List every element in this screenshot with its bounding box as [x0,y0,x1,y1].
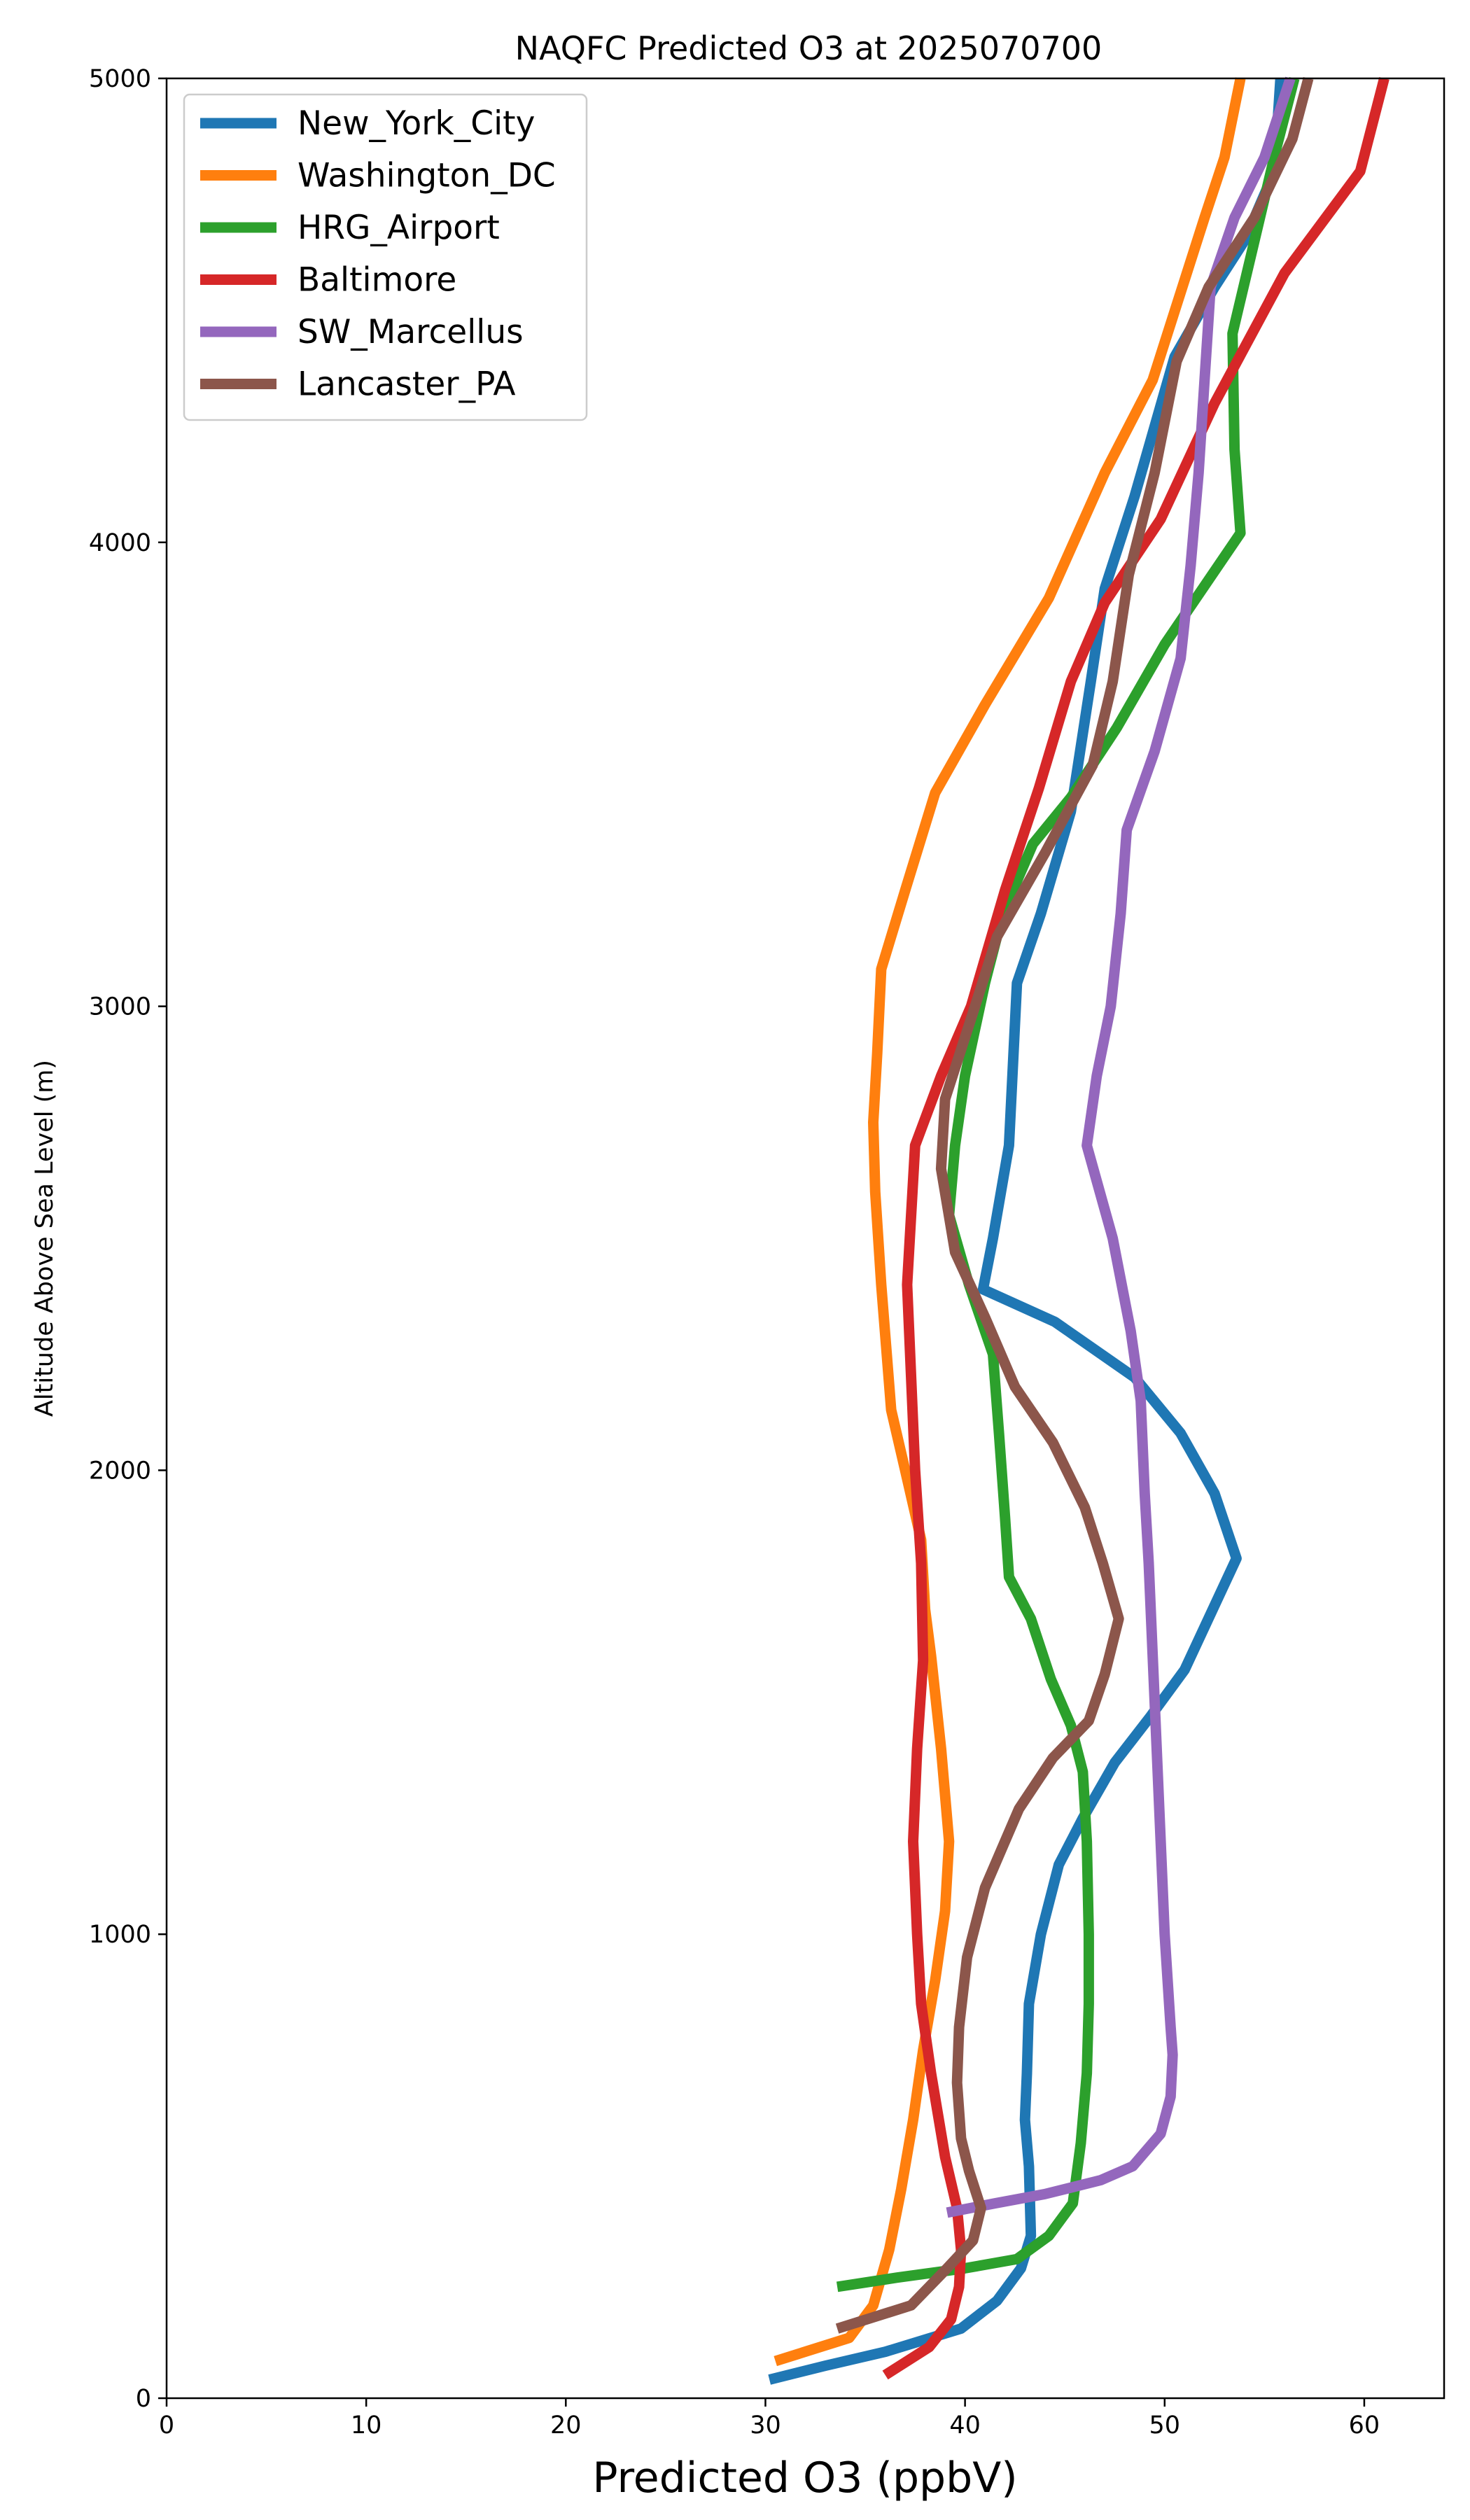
x-tick-label: 20 [550,2412,582,2440]
legend-label: Washington_DC [298,157,556,195]
y-tick-label: 5000 [89,65,151,93]
x-tick-label: 40 [949,2412,981,2440]
chart-title: NAQFC Predicted O3 at 2025070700 [515,29,1102,67]
x-tick-label: 50 [1149,2412,1181,2440]
x-tick-label: 60 [1349,2412,1380,2440]
series-line [946,76,1296,2218]
series-line [882,77,1390,2380]
y-tick-label: 4000 [89,529,151,557]
y-tick-label: 2000 [89,1457,151,1485]
y-tick-label: 0 [136,2385,151,2413]
series-line [768,78,1286,2385]
legend-label: HRG_Airport [298,209,500,247]
legend-label: SW_Marcellus [298,313,524,351]
y-axis-label: Altitude Above Sea Level (m) [31,1060,59,1417]
legend-label: Baltimore [298,261,456,300]
legend-box [183,93,588,421]
x-tick-label: 30 [750,2412,781,2440]
series-line [835,77,1314,2334]
legend: New_York_City Washington_DC HRG_Airport Bal… [183,93,588,421]
plot-area-frame [165,77,1446,2400]
y-tick-label: 1000 [89,1921,151,1949]
legend-label: Lancaster_PA [298,365,516,404]
x-axis-label: Predicted O3 (ppbV) [592,2454,1017,2502]
y-tick-label: 3000 [89,993,151,1021]
legend-label: New_York_City [298,104,535,143]
series-line [774,77,1246,2367]
axes-layer: 0 10 20 30 40 50 60 0 1000 2000 3000 4000 5000 [89,65,1380,2440]
x-tick-label: 0 [159,2412,174,2440]
series-layer [768,76,1390,2385]
x-tick-label: 10 [351,2412,382,2440]
